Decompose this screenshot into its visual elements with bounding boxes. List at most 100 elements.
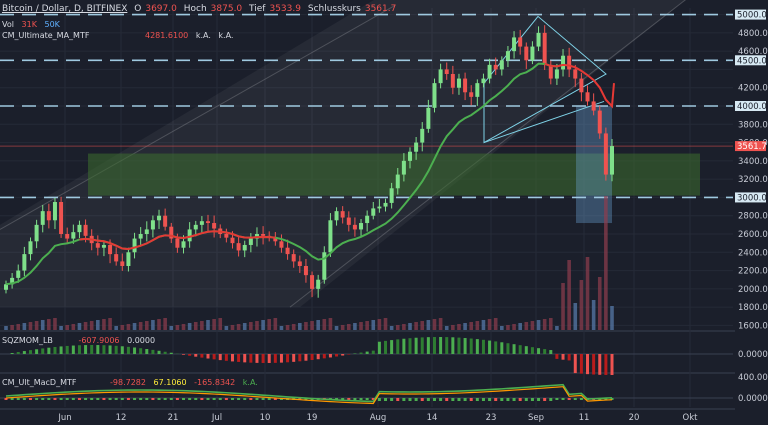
- volume-bar: [47, 319, 51, 330]
- volume-bar: [524, 322, 529, 330]
- volume-bar: [475, 321, 480, 330]
- sqz-bar: [610, 354, 614, 375]
- macd-value-2: 67.1060: [153, 378, 187, 387]
- candle-body: [334, 211, 339, 221]
- volume-bar: [59, 326, 63, 330]
- volume-bar: [108, 318, 112, 330]
- macd-hist-bar: [200, 398, 204, 400]
- volume-bar: [310, 321, 314, 330]
- candle-body: [108, 244, 113, 255]
- sqz-bar: [414, 337, 418, 354]
- y-tick-label: 2800.0: [738, 212, 768, 222]
- sqz-row[interactable]: SQZMOM_LB -607.9006 0.0000: [2, 336, 160, 345]
- candle-body: [242, 244, 247, 251]
- vol-row[interactable]: Vol 31K 50K: [2, 20, 65, 29]
- volume-bar: [579, 280, 584, 330]
- macd-hist-bar: [169, 398, 173, 400]
- volume-bar: [469, 322, 474, 330]
- macd-hist-bar: [22, 398, 26, 400]
- x-tick-label: 23: [486, 413, 497, 423]
- volume-bar: [548, 318, 553, 330]
- sqz-bar: [518, 345, 522, 354]
- candle-body: [28, 241, 33, 255]
- candle-body: [273, 237, 278, 242]
- volume-bar: [536, 320, 541, 330]
- macd-hist-bar: [273, 398, 277, 400]
- sqz-bar: [463, 338, 467, 354]
- macd-hist-bar: [494, 398, 498, 401]
- volume-bar: [279, 326, 284, 330]
- y-tick-label: 4800.0: [738, 29, 768, 39]
- x-tick-label: Jun: [57, 413, 71, 423]
- macd-row[interactable]: CM_Ult_MacD_MTF -98.7282 67.1060 -165.83…: [2, 378, 263, 387]
- candle-body: [212, 223, 217, 229]
- macd-hist-bar: [53, 398, 57, 400]
- sqz-bar: [573, 354, 577, 374]
- volume-bar: [567, 260, 571, 330]
- volume-bar: [402, 324, 406, 330]
- sqz-bar: [408, 338, 412, 354]
- candle-body: [597, 110, 602, 134]
- candle-body: [175, 238, 180, 248]
- sqz-bar: [304, 354, 308, 361]
- sqz-bar: [524, 346, 528, 354]
- volume-bar: [200, 321, 204, 330]
- vol-value-1: 31K: [21, 20, 37, 29]
- candle-body: [59, 202, 64, 234]
- volume-bar: [591, 300, 596, 330]
- macd-hist-bar: [90, 398, 94, 400]
- volume-bar: [346, 324, 351, 330]
- volume-bar: [518, 323, 522, 330]
- macd-hist-bar: [77, 398, 81, 400]
- candle-body: [530, 46, 535, 61]
- macd-hist-bar: [35, 398, 39, 400]
- volume-bar: [512, 324, 516, 330]
- sqz-bar: [586, 354, 590, 375]
- volume-bar: [193, 322, 198, 330]
- macd-hist-bar: [353, 398, 357, 400]
- sqz-bar: [335, 354, 339, 357]
- candle-body: [77, 224, 82, 233]
- sqz-bar: [488, 340, 492, 354]
- candle-body: [554, 69, 559, 79]
- sqz-bar: [28, 350, 32, 354]
- macd-hist-bar: [243, 398, 247, 400]
- symbol-title[interactable]: Bitcoin / Dollar, D, BITFINEX: [2, 4, 128, 14]
- volume-bar: [555, 326, 559, 330]
- sqz-bar: [579, 354, 583, 374]
- macd-hist-bar: [543, 398, 547, 401]
- volume-bar: [316, 320, 320, 330]
- candle-body: [236, 243, 241, 251]
- sqz-bar: [316, 354, 320, 360]
- candle-body: [401, 160, 406, 175]
- sqz-bar: [481, 339, 485, 354]
- macd-hist-bar: [537, 398, 541, 401]
- sqz-bar: [249, 354, 253, 363]
- candle-body: [518, 37, 523, 47]
- chart-header: Bitcoin / Dollar, D, BITFINEX O 3697.0 Ho…: [2, 4, 400, 16]
- sqz-value-2: 0.0000: [127, 336, 156, 345]
- sqz-bar: [341, 354, 345, 356]
- sqz-bar: [298, 354, 302, 362]
- volume-bar: [389, 326, 394, 330]
- sqz-bar: [475, 339, 479, 354]
- sqz-bar: [555, 354, 559, 359]
- vol-label: Vol: [2, 20, 14, 29]
- volume-bar: [561, 283, 565, 330]
- macd-hist-bar: [341, 398, 345, 400]
- open-value: 3697.0: [145, 4, 177, 14]
- macd-hist-bar: [579, 398, 583, 400]
- volume-bar: [126, 324, 131, 330]
- macd-hist-bar: [573, 398, 577, 400]
- sqz-bar: [41, 348, 45, 354]
- volume-bar: [261, 320, 265, 330]
- macd-hist-bar: [432, 398, 436, 401]
- sqz-bar: [230, 354, 234, 362]
- sqz-bar: [108, 345, 112, 354]
- candle-body: [310, 275, 315, 289]
- macd-hist-bar: [145, 398, 149, 400]
- ma-row[interactable]: CM_Ultimate_MA_MTF 4281.6100 k.A. k.A.: [2, 31, 238, 40]
- x-tick-label: 10: [260, 413, 271, 423]
- volume-bar: [120, 325, 125, 330]
